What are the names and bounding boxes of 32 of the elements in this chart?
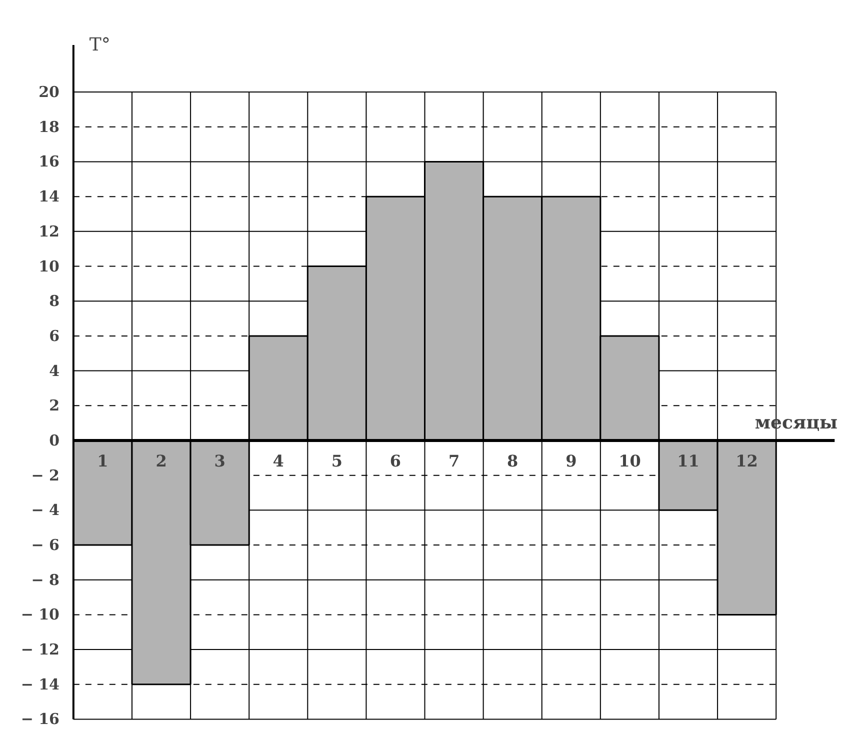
x-tick-label: 6: [390, 451, 402, 470]
x-tick-label: 4: [272, 451, 284, 470]
y-tick-label: 4: [49, 362, 60, 380]
y-tick-label: − 16: [20, 710, 60, 728]
y-tick-label: − 2: [31, 466, 60, 484]
x-tick-label: 1: [97, 451, 108, 470]
x-tick-label: 8: [507, 451, 518, 470]
y-tick-label: 18: [38, 118, 60, 136]
y-tick-label: 10: [38, 257, 60, 276]
y-tick-label: − 4: [31, 501, 60, 520]
x-tick-label: 12: [736, 451, 758, 470]
y-tick-label: 8: [49, 292, 60, 310]
y-tick-label: 0: [49, 431, 60, 450]
y-tick-label: − 8: [31, 570, 60, 589]
y-tick-label: 16: [38, 152, 60, 171]
x-tick-label: 3: [214, 451, 226, 470]
y-tick-label: − 12: [20, 640, 60, 659]
x-tick-label: 9: [566, 451, 577, 470]
y-tick-label: 6: [49, 326, 60, 345]
x-tick-label: 11: [677, 451, 700, 470]
y-tick-label: 12: [38, 222, 60, 240]
y-tick-label: − 6: [31, 536, 60, 554]
x-tick-label: 10: [618, 451, 641, 470]
y-tick-label: − 10: [20, 606, 60, 624]
y-axis-title: T°: [89, 34, 110, 56]
x-tick-label: 2: [156, 451, 167, 470]
y-tick-label: 20: [38, 83, 60, 102]
y-tick-label: 14: [38, 188, 60, 206]
x-tick-label: 5: [331, 451, 342, 470]
y-tick-label: − 14: [20, 675, 60, 694]
y-tick-label: 2: [49, 396, 60, 415]
x-tick-label: 7: [448, 451, 460, 470]
